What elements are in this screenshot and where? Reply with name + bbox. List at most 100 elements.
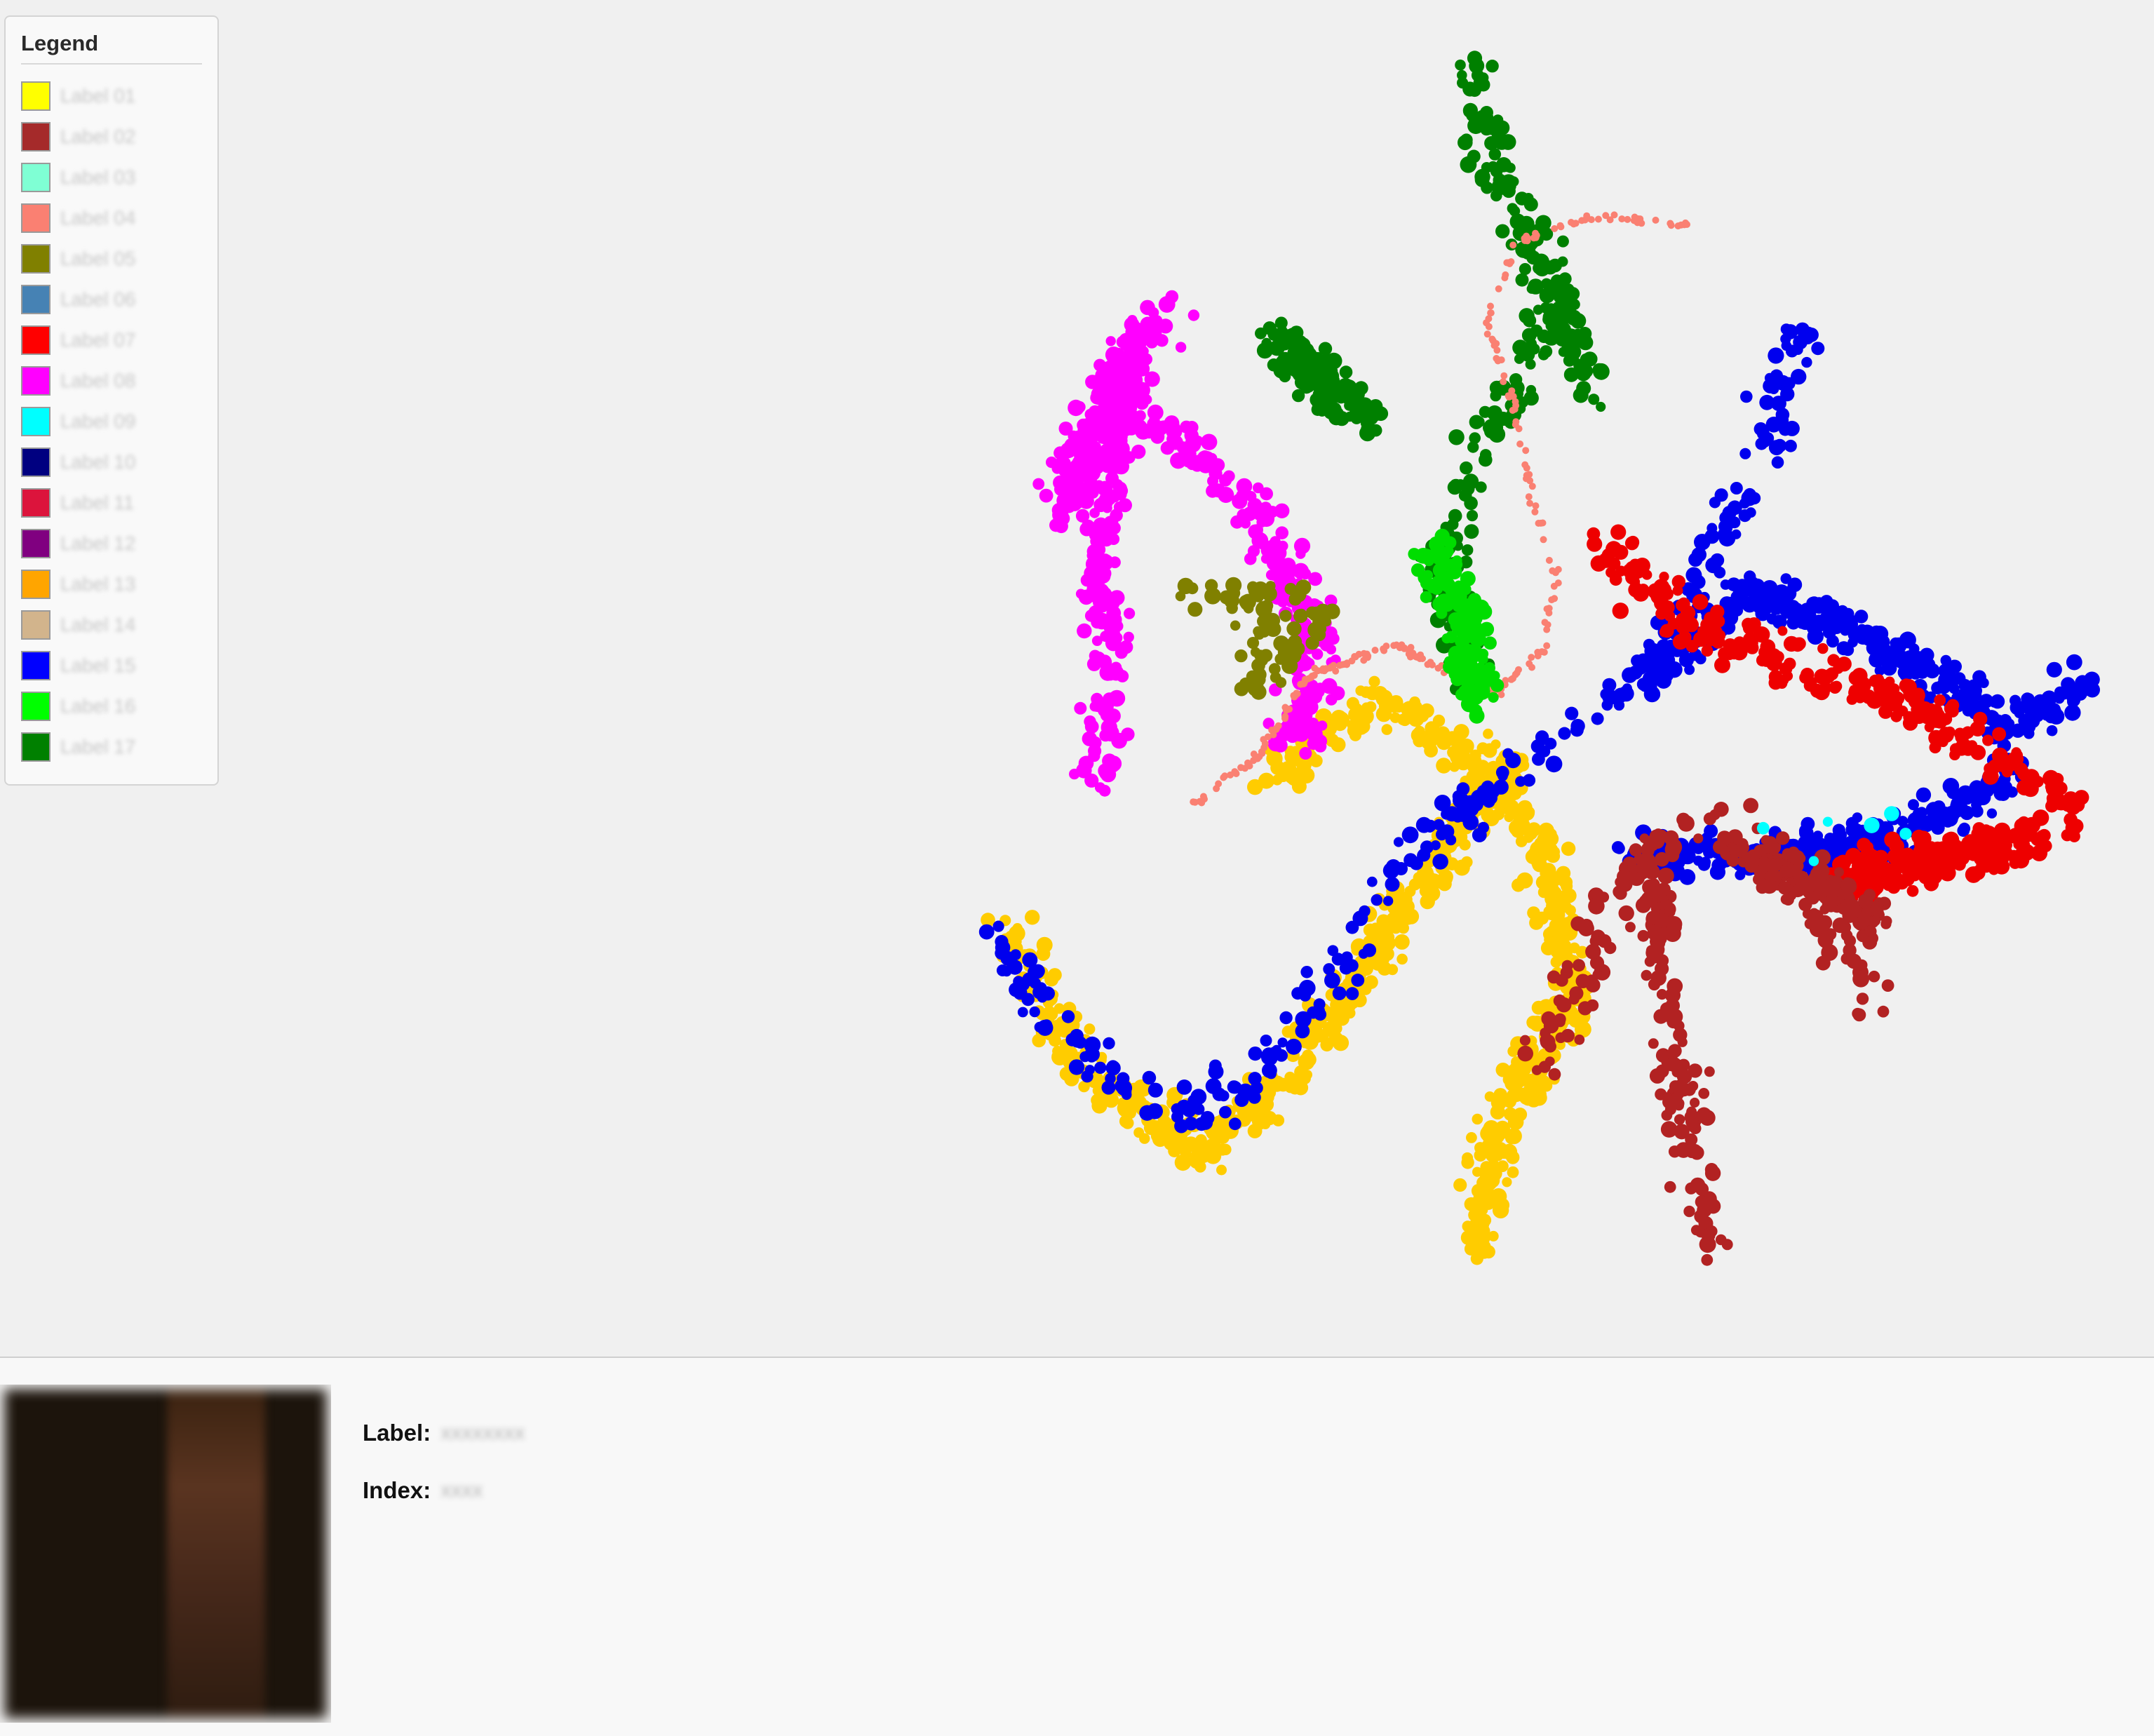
data-point[interactable]: [1105, 1061, 1121, 1076]
data-point[interactable]: [1420, 576, 1434, 590]
data-point[interactable]: [1318, 342, 1333, 356]
data-point[interactable]: [1175, 342, 1187, 353]
data-point[interactable]: [1726, 854, 1739, 867]
data-point[interactable]: [1793, 335, 1808, 350]
data-point[interactable]: [1556, 222, 1564, 229]
data-point[interactable]: [1113, 347, 1124, 358]
data-point[interactable]: [1568, 219, 1575, 226]
data-point[interactable]: [1746, 849, 1760, 863]
data-point[interactable]: [1836, 641, 1851, 656]
data-point[interactable]: [1486, 1159, 1500, 1173]
data-point[interactable]: [1274, 316, 1288, 330]
data-point[interactable]: [1918, 869, 1933, 884]
data-point[interactable]: [1597, 934, 1612, 948]
data-point[interactable]: [1889, 852, 1901, 864]
data-point[interactable]: [1051, 1049, 1068, 1065]
data-point[interactable]: [1466, 1132, 1477, 1143]
data-point[interactable]: [1804, 328, 1819, 342]
data-point[interactable]: [1218, 487, 1234, 503]
data-point[interactable]: [1466, 607, 1480, 621]
data-point[interactable]: [1352, 407, 1364, 419]
data-point[interactable]: [1251, 509, 1262, 519]
data-point[interactable]: [1407, 702, 1423, 718]
data-point[interactable]: [1731, 644, 1748, 661]
data-point[interactable]: [1397, 898, 1410, 910]
data-point[interactable]: [1192, 1103, 1205, 1115]
data-point[interactable]: [1256, 517, 1267, 527]
data-point[interactable]: [1483, 728, 1493, 739]
data-point[interactable]: [1556, 997, 1572, 1013]
data-point[interactable]: [1298, 708, 1313, 722]
data-point[interactable]: [1471, 69, 1484, 82]
data-point[interactable]: [1992, 781, 2007, 797]
data-point[interactable]: [1523, 193, 1534, 203]
data-point[interactable]: [1737, 837, 1749, 850]
data-point[interactable]: [1058, 422, 1073, 436]
data-point[interactable]: [1683, 1205, 1695, 1218]
data-point[interactable]: [1636, 653, 1650, 667]
data-point[interactable]: [1102, 451, 1117, 467]
data-point[interactable]: [1664, 1180, 1676, 1193]
data-point[interactable]: [1429, 537, 1441, 547]
data-point[interactable]: [1543, 330, 1560, 346]
data-point[interactable]: [1462, 544, 1474, 556]
data-point[interactable]: [1842, 607, 1855, 620]
data-point[interactable]: [1587, 999, 1599, 1011]
data-point[interactable]: [1580, 353, 1593, 366]
data-point[interactable]: [1545, 556, 1553, 564]
data-point[interactable]: [1025, 910, 1040, 925]
data-point[interactable]: [1425, 819, 1437, 832]
data-point[interactable]: [1545, 605, 1553, 612]
data-point[interactable]: [1548, 1068, 1561, 1081]
data-point[interactable]: [1476, 117, 1492, 133]
data-point[interactable]: [1657, 868, 1674, 884]
data-point[interactable]: [1279, 760, 1297, 778]
data-point[interactable]: [1523, 237, 1531, 245]
data-point[interactable]: [1142, 1070, 1157, 1085]
data-point[interactable]: [1091, 616, 1104, 629]
data-point[interactable]: [1530, 841, 1547, 858]
data-point[interactable]: [1531, 508, 1539, 516]
legend-item[interactable]: Label 15: [21, 645, 202, 686]
data-point[interactable]: [1105, 670, 1117, 681]
data-point[interactable]: [1544, 1056, 1555, 1067]
data-point[interactable]: [1629, 560, 1644, 574]
data-point[interactable]: [1628, 665, 1643, 680]
data-point[interactable]: [1714, 488, 1728, 502]
data-point[interactable]: [1974, 700, 1984, 711]
data-point[interactable]: [2066, 654, 2082, 671]
data-point[interactable]: [1250, 757, 1258, 765]
data-point[interactable]: [1295, 579, 1312, 596]
data-point[interactable]: [1232, 769, 1239, 776]
data-point[interactable]: [1105, 708, 1121, 724]
data-point[interactable]: [1068, 1059, 1085, 1075]
data-point[interactable]: [1293, 563, 1310, 579]
data-point[interactable]: [1864, 817, 1880, 833]
data-point[interactable]: [1387, 913, 1398, 924]
data-point[interactable]: [1147, 307, 1159, 318]
data-point[interactable]: [1124, 316, 1140, 332]
data-point[interactable]: [1251, 1112, 1269, 1130]
data-point[interactable]: [1619, 873, 1631, 885]
data-point[interactable]: [1555, 974, 1568, 987]
data-point[interactable]: [1573, 959, 1585, 972]
data-point[interactable]: [1868, 970, 1880, 983]
legend-item[interactable]: Label 06: [21, 279, 202, 320]
data-point[interactable]: [1107, 613, 1122, 628]
data-point[interactable]: [1610, 524, 1627, 540]
data-point[interactable]: [1704, 1066, 1715, 1077]
data-point[interactable]: [1263, 718, 1274, 729]
data-point[interactable]: [1869, 652, 1885, 668]
data-point[interactable]: [1523, 826, 1538, 840]
data-point[interactable]: [1765, 417, 1782, 433]
data-point[interactable]: [1300, 966, 1313, 978]
data-point[interactable]: [1624, 215, 1631, 223]
data-point[interactable]: [1530, 1089, 1547, 1106]
data-point[interactable]: [1820, 595, 1833, 608]
data-point[interactable]: [1140, 353, 1152, 365]
data-point[interactable]: [1899, 828, 1912, 840]
data-point[interactable]: [1528, 654, 1535, 661]
data-point[interactable]: [1039, 488, 1054, 503]
data-point[interactable]: [1320, 394, 1335, 409]
data-point[interactable]: [1848, 685, 1863, 700]
